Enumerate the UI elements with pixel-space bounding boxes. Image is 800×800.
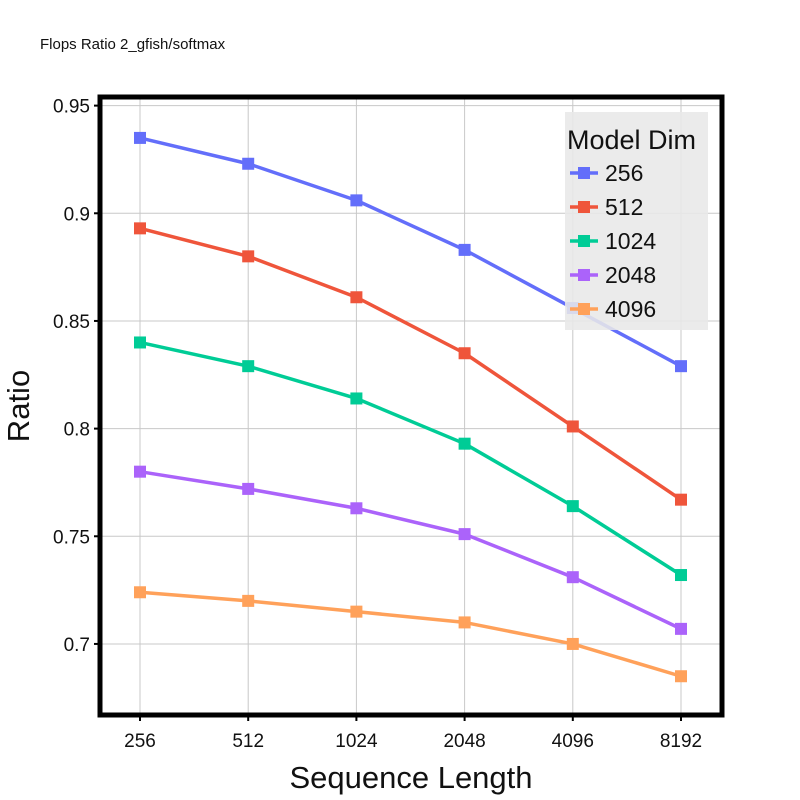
y-tick-label: 0.8 — [64, 420, 90, 441]
y-tick-label: 0.9 — [64, 204, 90, 225]
data-point — [675, 622, 687, 635]
y-axis-title: Ratio — [1, 370, 36, 442]
legend-swatch-marker — [578, 201, 590, 213]
series-line — [139, 226, 682, 502]
data-point — [458, 616, 471, 629]
data-point — [566, 500, 579, 513]
plot-frame — [97, 94, 725, 718]
data-point — [134, 465, 146, 478]
data-point — [350, 502, 363, 515]
data-point — [566, 420, 579, 433]
legend-label: 4096 — [605, 296, 656, 322]
legend-swatch-marker — [578, 235, 590, 247]
series-line — [139, 340, 682, 577]
legend-item: 1024 — [570, 228, 656, 254]
legend-label: 2048 — [605, 262, 656, 288]
series-1024 — [134, 336, 687, 582]
data-point — [350, 392, 363, 405]
x-tick-label: 2048 — [443, 731, 485, 752]
data-point — [134, 586, 146, 599]
legend-label: 256 — [605, 160, 643, 186]
data-point — [242, 360, 255, 373]
data-point — [675, 360, 687, 373]
data-point — [566, 571, 579, 584]
y-axis: 0.7 0.75 0.8 0.85 0.9 0.95 — [53, 97, 100, 656]
legend-background — [565, 112, 708, 330]
x-tick-label: 8192 — [660, 731, 702, 752]
legend-item: 512 — [570, 194, 643, 220]
series-2048 — [134, 465, 687, 635]
data-point — [566, 637, 579, 650]
legend-item: 2048 — [570, 262, 656, 288]
data-point — [675, 670, 687, 683]
y-tick-label: 0.75 — [53, 527, 90, 548]
data-point — [350, 291, 363, 304]
data-point — [242, 157, 255, 170]
legend: Model Dim 256 512 1024 2048 4096 — [565, 112, 708, 330]
data-point — [458, 437, 471, 450]
legend-swatch-marker — [578, 303, 590, 315]
data-point — [242, 250, 255, 263]
x-tick-label: 256 — [124, 731, 156, 752]
data-point — [134, 131, 146, 144]
data-point — [134, 336, 146, 349]
legend-swatch-marker — [578, 167, 590, 179]
x-axis: 256 512 1024 2048 4096 8192 — [124, 715, 702, 752]
data-point — [350, 605, 363, 618]
legend-swatch-marker — [578, 269, 590, 281]
x-tick-label: 4096 — [552, 731, 594, 752]
data-point — [134, 222, 146, 235]
data-point — [458, 347, 471, 360]
series-line — [139, 590, 682, 678]
series-line — [139, 469, 682, 631]
x-tick-label: 1024 — [335, 731, 378, 752]
data-point — [675, 493, 687, 506]
data-point — [350, 194, 363, 207]
legend-title: Model Dim — [567, 125, 696, 155]
legend-label: 512 — [605, 194, 643, 220]
series-512 — [134, 222, 687, 506]
data-point — [458, 528, 471, 541]
chart-title: Flops Ratio 2_gfish/softmax — [40, 36, 226, 53]
y-tick-label: 0.85 — [53, 312, 90, 333]
y-tick-label: 0.7 — [64, 635, 90, 656]
data-point — [675, 569, 687, 582]
legend-item: 4096 — [570, 296, 656, 322]
series-4096 — [134, 586, 687, 683]
data-point — [242, 482, 255, 495]
legend-item: 256 — [570, 160, 643, 186]
x-tick-label: 512 — [232, 731, 264, 752]
x-axis-title: Sequence Length — [289, 760, 532, 795]
data-point — [458, 243, 471, 256]
data-point — [242, 594, 255, 607]
legend-label: 1024 — [605, 228, 656, 254]
y-tick-label: 0.95 — [53, 97, 90, 118]
